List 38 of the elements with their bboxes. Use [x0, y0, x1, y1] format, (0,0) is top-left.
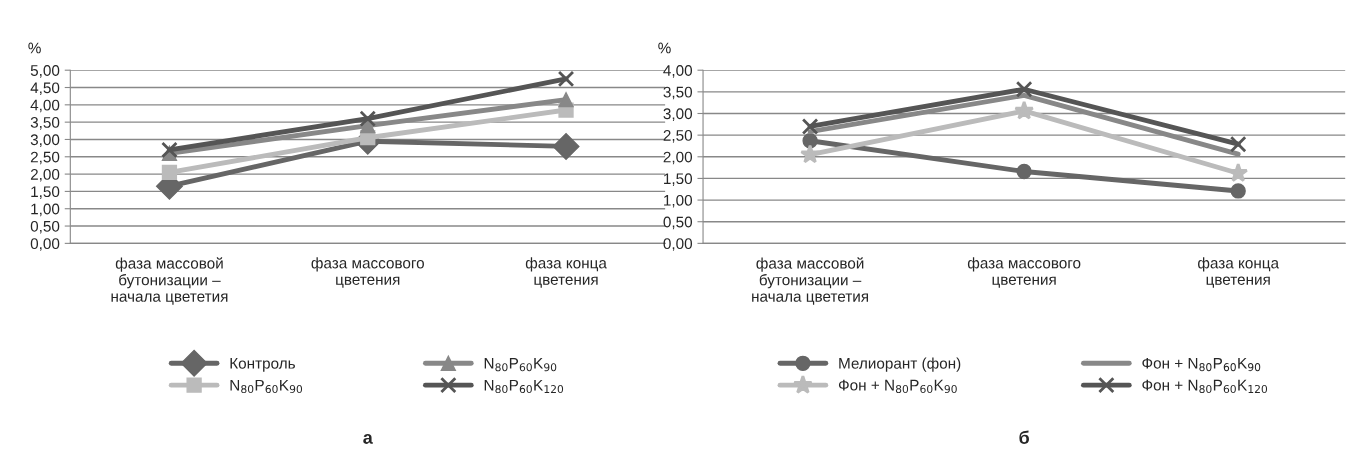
y-tick-label: 4,00 [663, 65, 693, 78]
y-tick-label: 3,00 [663, 108, 693, 121]
y-axis-title: % [658, 42, 671, 54]
y-tick-label: 3,50 [30, 117, 60, 130]
legend-label: Контроль [230, 358, 295, 372]
x-tick-label: фаза конца цветения [525, 257, 607, 288]
y-tick-label: 1,00 [31, 203, 60, 217]
y-tick-label: 0,00 [30, 238, 60, 251]
text: б [1019, 430, 1029, 444]
text: а [363, 433, 373, 444]
y-tick-label: 0,50 [30, 220, 60, 234]
legend-label: Мелиорант (фон) [839, 357, 961, 372]
legend-label: N$_{80}$P$_{60}$K$_{90}$ [484, 358, 557, 372]
x-tick-label: фаза конца цветения [1198, 257, 1280, 288]
y-tick-label: 2,00 [30, 168, 60, 182]
y-tick-label: 0,00 [663, 238, 693, 251]
x-tick-label: фаза массовой бутонизации – начала цвететия [752, 257, 869, 305]
y-tick-label: 5,00 [30, 65, 60, 78]
x-tick-label: фаза массового цветения [967, 257, 1081, 288]
x-tick-label: фаза массового цветения [311, 257, 424, 288]
legend-label: N$_{80}$P$_{60}$K$_{120}$ [484, 379, 564, 394]
y-tick-label: 3,50 [663, 86, 693, 100]
y-tick-label: 2,50 [663, 130, 693, 143]
y-tick-label: 4,50 [30, 82, 60, 96]
y-axis-title: % [28, 42, 41, 54]
legend-label: Фон + N$_{80}$P$_{60}$K$_{90}$ [838, 379, 957, 394]
legend-label: Фон + N$_{80}$P$_{60}$K$_{120}$ [1142, 379, 1268, 394]
legend-label: N$_{80}$P$_{60}$K$_{90}$ [230, 379, 303, 394]
y-tick-label: 0,50 [663, 216, 693, 230]
y-tick-label: 4,00 [30, 99, 60, 113]
legend-label: Фон + N$_{80}$P$_{60}$K$_{90}$ [1142, 357, 1261, 372]
y-tick-label: 1,50 [664, 173, 693, 186]
y-tick-label: 3,00 [30, 134, 60, 147]
y-tick-label: 1,00 [664, 194, 693, 208]
y-tick-label: 1,50 [31, 186, 60, 199]
x-tick-label: фаза массовой бутонизации – начала цвететия [111, 257, 228, 305]
y-tick-label: 2,00 [663, 151, 693, 165]
y-tick-label: 2,50 [30, 151, 60, 165]
